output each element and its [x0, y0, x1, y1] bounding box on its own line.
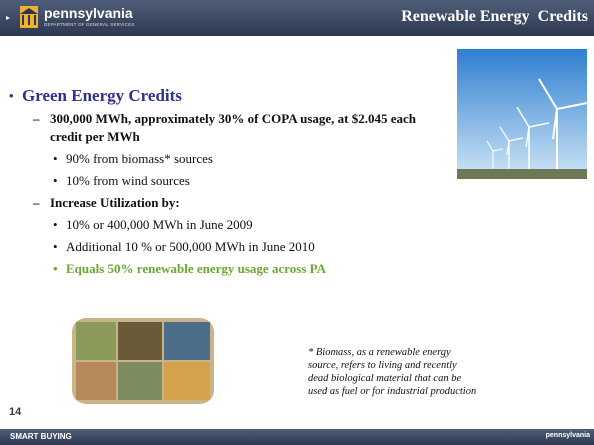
bullet-item: 10% from wind sources — [0, 172, 450, 190]
bullet-text: 10% from wind sources — [66, 173, 190, 188]
footer-logo: pennsylvania — [546, 432, 590, 439]
bullet-item: 90% from biomass* sources — [0, 150, 450, 168]
slide-title: Renewable Energy Credits — [401, 8, 588, 26]
bullet-item: Green Energy Credits — [0, 86, 450, 106]
bullet-item: Additional 10 % or 500,000 MWh in June 2… — [0, 238, 450, 256]
bullet-item: 300,000 MWh, approximately 30% of COPA u… — [0, 110, 450, 146]
footer-label: SMART BUYING — [10, 432, 72, 441]
biomass-collage — [72, 318, 214, 404]
bullet-text: Equals 50% renewable energy usage across… — [66, 261, 326, 276]
footnote-line: dead biological material that can be — [308, 372, 476, 385]
footnote-line: * Biomass, as a renewable energy — [308, 346, 476, 359]
logo-subtitle: DEPARTMENT OF GENERAL SERVICES — [44, 22, 135, 27]
bullet-text: Green Energy Credits — [22, 86, 182, 105]
bullet-list: Green Energy Credits 300,000 MWh, approxi… — [0, 86, 450, 282]
bullet-text: Additional 10 % or 500,000 MWh in June 2… — [66, 239, 315, 254]
bullet-item: Increase Utilization by: — [0, 194, 450, 212]
bullet-text: Increase Utilization by: — [50, 195, 180, 210]
bullet-item: 10% or 400,000 MWh in June 2009 — [0, 216, 450, 234]
bullet-item: Equals 50% renewable energy usage across… — [0, 260, 450, 278]
logo-text: pennsylvania — [44, 5, 133, 21]
footnote-line: source, refers to living and recently — [308, 359, 476, 372]
bullet-text: 90% from biomass* sources — [66, 151, 213, 166]
wind-turbine-photo — [457, 49, 587, 179]
bullet-text: 10% or 400,000 MWh in June 2009 — [66, 217, 253, 232]
page-number: 14 — [9, 406, 21, 418]
footnote-line: used as fuel or for industrial productio… — [308, 385, 476, 398]
bullet-text: 300,000 MWh, approximately 30% of COPA u… — [50, 111, 416, 144]
header-bar: pennsylvania DEPARTMENT OF GENERAL SERVI… — [0, 0, 594, 36]
footer-bar: SMART BUYING pennsylvania — [0, 429, 594, 445]
logo-icon — [0, 0, 40, 36]
slide: pennsylvania DEPARTMENT OF GENERAL SERVI… — [0, 0, 594, 445]
